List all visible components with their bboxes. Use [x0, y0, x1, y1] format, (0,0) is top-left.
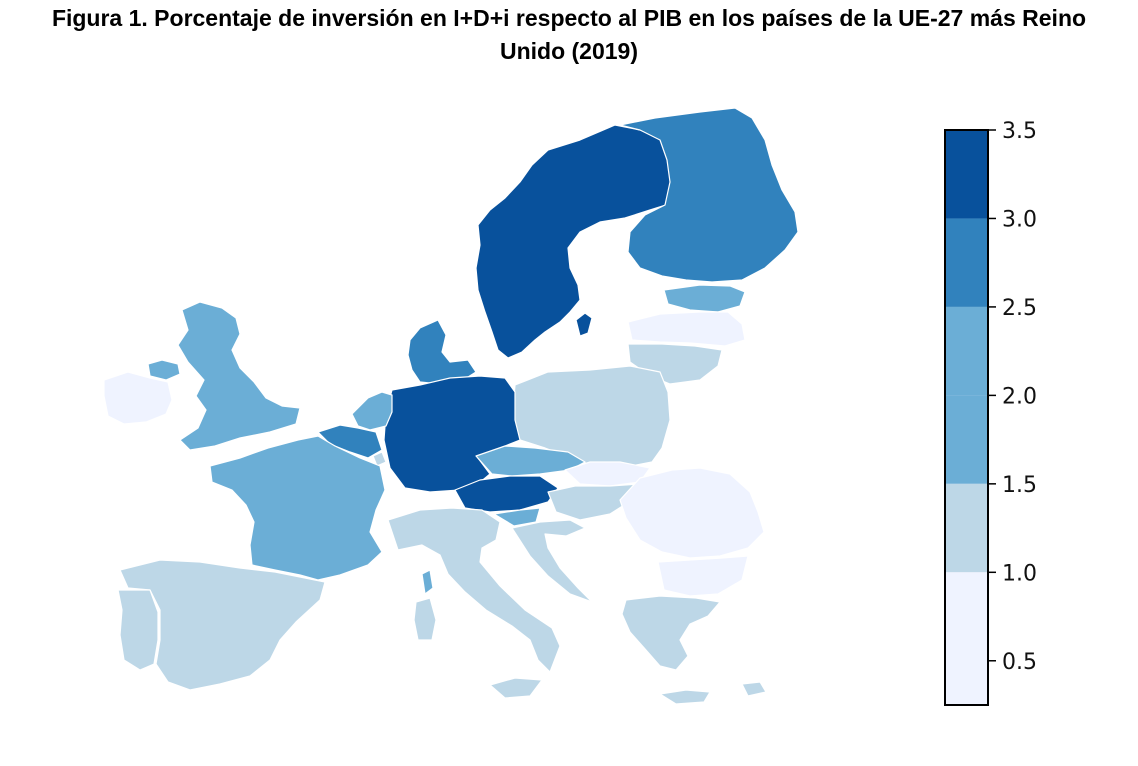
country-france — [209, 435, 386, 581]
legend-bin-5 — [945, 572, 988, 705]
legend-tick-label: 2.0 — [1002, 384, 1037, 409]
country-gotland — [575, 312, 593, 337]
country-sicily — [489, 677, 543, 699]
legend-tick-label: 2.5 — [1002, 296, 1037, 321]
country-croatia — [511, 519, 593, 603]
country-bulgaria — [657, 555, 749, 597]
legend-ticks: 3.5 3.0 2.5 2.0 1.5 1.0 0.5 — [988, 119, 1037, 675]
country-netherlands — [351, 391, 393, 431]
legend-frame — [944, 129, 989, 706]
country-luxembourg — [372, 451, 387, 467]
legend-tick-label: 1.5 — [1002, 473, 1037, 498]
country-northern-ireland — [147, 359, 181, 381]
color-legend: 3.5 3.0 2.5 2.0 1.5 1.0 0.5 — [944, 119, 1037, 706]
country-greece — [621, 595, 721, 671]
country-ireland — [103, 371, 173, 425]
title-line-2: Unido (2019) — [499, 38, 639, 64]
country-finland — [619, 107, 799, 283]
legend-bin-2 — [945, 306, 988, 396]
country-spain — [119, 559, 326, 691]
country-estonia — [663, 284, 746, 313]
country-romania — [619, 467, 765, 559]
country-poland — [511, 365, 671, 469]
country-latvia — [627, 311, 746, 347]
legend-tick-label: 0.5 — [1002, 650, 1037, 675]
country-slovenia — [493, 507, 541, 527]
legend-tick-label: 3.5 — [1002, 119, 1037, 144]
legend-tick-label: 3.0 — [1002, 207, 1037, 232]
country-denmark — [407, 319, 477, 385]
legend-bin-0 — [945, 130, 988, 219]
country-united-kingdom — [177, 301, 301, 451]
title-line-1: Figura 1. Porcentaje de inversión en I+D… — [51, 5, 1087, 31]
country-layer — [103, 107, 799, 705]
country-italy — [387, 507, 561, 673]
country-crete — [659, 689, 711, 705]
figure-title: Figura 1. Porcentaje de inversión en I+D… — [0, 2, 1138, 68]
country-slovakia — [564, 461, 651, 487]
country-portugal — [117, 589, 159, 671]
legend-bins — [945, 130, 988, 705]
country-cyprus — [741, 681, 767, 697]
country-corsica — [421, 569, 434, 595]
legend-bin-1 — [945, 218, 988, 307]
legend-bin-4 — [945, 483, 988, 573]
legend-tick-label: 1.0 — [1002, 561, 1037, 586]
country-sardinia — [413, 597, 437, 641]
legend-bin-3 — [945, 395, 988, 484]
